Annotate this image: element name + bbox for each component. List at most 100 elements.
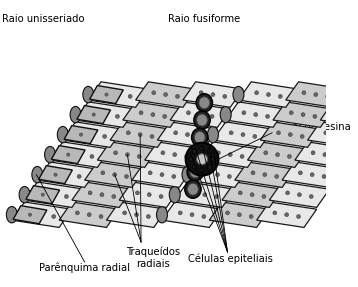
Polygon shape: [320, 102, 358, 127]
Polygon shape: [209, 202, 269, 227]
Circle shape: [185, 154, 189, 158]
Text: Canal de resina
transveral: Canal de resina transveral: [273, 122, 351, 144]
Circle shape: [146, 214, 150, 218]
Circle shape: [100, 193, 104, 197]
Circle shape: [99, 214, 103, 218]
Text: Raio fusiforme: Raio fusiforme: [168, 14, 241, 24]
Ellipse shape: [6, 207, 17, 223]
Circle shape: [112, 195, 116, 199]
Circle shape: [41, 191, 45, 195]
Circle shape: [301, 113, 305, 117]
Polygon shape: [183, 82, 243, 107]
Circle shape: [173, 153, 177, 157]
Ellipse shape: [190, 166, 200, 178]
Circle shape: [250, 193, 254, 197]
Circle shape: [125, 153, 129, 157]
Circle shape: [322, 174, 326, 179]
Ellipse shape: [57, 126, 68, 143]
Ellipse shape: [32, 166, 43, 183]
Circle shape: [126, 131, 130, 135]
Polygon shape: [136, 82, 196, 107]
Circle shape: [348, 134, 352, 138]
Circle shape: [150, 134, 154, 138]
Circle shape: [135, 191, 139, 195]
Circle shape: [324, 131, 328, 135]
Circle shape: [217, 151, 221, 155]
Circle shape: [185, 133, 189, 137]
Circle shape: [254, 113, 258, 117]
Circle shape: [238, 191, 242, 195]
Text: Traqueídos
radiais: Traqueídos radiais: [126, 247, 180, 269]
Circle shape: [223, 94, 227, 98]
Circle shape: [197, 134, 201, 138]
Polygon shape: [26, 186, 60, 204]
Circle shape: [309, 195, 313, 199]
Ellipse shape: [208, 165, 212, 169]
Ellipse shape: [187, 163, 203, 181]
Circle shape: [78, 153, 82, 157]
Circle shape: [229, 131, 233, 135]
Polygon shape: [63, 122, 123, 147]
Circle shape: [178, 211, 182, 215]
Ellipse shape: [200, 146, 204, 151]
Circle shape: [241, 133, 245, 137]
Circle shape: [287, 154, 291, 158]
Circle shape: [116, 93, 120, 96]
Polygon shape: [59, 202, 119, 227]
Circle shape: [103, 134, 107, 138]
Circle shape: [103, 113, 107, 117]
Circle shape: [160, 173, 164, 177]
Polygon shape: [282, 162, 342, 187]
Polygon shape: [158, 122, 218, 147]
Text: Células epiteliais: Células epiteliais: [188, 254, 273, 264]
Circle shape: [79, 131, 83, 135]
Ellipse shape: [208, 149, 212, 154]
Polygon shape: [97, 142, 158, 167]
Circle shape: [64, 195, 68, 199]
Circle shape: [66, 173, 69, 177]
Polygon shape: [235, 162, 295, 187]
Circle shape: [300, 134, 304, 138]
Circle shape: [186, 143, 218, 176]
Circle shape: [202, 214, 206, 218]
Circle shape: [91, 133, 95, 137]
Polygon shape: [25, 182, 84, 208]
Ellipse shape: [192, 165, 197, 169]
Polygon shape: [213, 122, 273, 147]
Circle shape: [40, 213, 44, 217]
Ellipse shape: [192, 149, 203, 160]
Circle shape: [53, 193, 57, 197]
Polygon shape: [77, 106, 111, 124]
Circle shape: [240, 154, 244, 158]
Polygon shape: [145, 142, 205, 167]
Polygon shape: [238, 82, 299, 107]
Circle shape: [163, 115, 167, 119]
Ellipse shape: [83, 86, 94, 103]
Circle shape: [263, 173, 267, 177]
Circle shape: [297, 193, 301, 197]
Circle shape: [311, 151, 315, 155]
Circle shape: [276, 153, 280, 157]
Circle shape: [28, 213, 32, 216]
Circle shape: [197, 154, 208, 165]
Circle shape: [54, 173, 57, 176]
Ellipse shape: [189, 146, 206, 164]
Polygon shape: [295, 142, 355, 167]
Ellipse shape: [200, 168, 204, 172]
Circle shape: [88, 191, 92, 195]
Ellipse shape: [169, 187, 180, 203]
Circle shape: [66, 151, 70, 155]
Circle shape: [348, 113, 352, 117]
Circle shape: [77, 174, 81, 179]
Circle shape: [148, 171, 152, 175]
Ellipse shape: [220, 106, 231, 123]
Circle shape: [286, 191, 290, 195]
Circle shape: [337, 111, 340, 115]
Polygon shape: [76, 102, 136, 127]
Circle shape: [139, 111, 143, 115]
Ellipse shape: [182, 166, 193, 183]
Circle shape: [302, 91, 306, 95]
Ellipse shape: [192, 128, 208, 146]
Polygon shape: [37, 162, 97, 187]
Polygon shape: [226, 102, 286, 127]
